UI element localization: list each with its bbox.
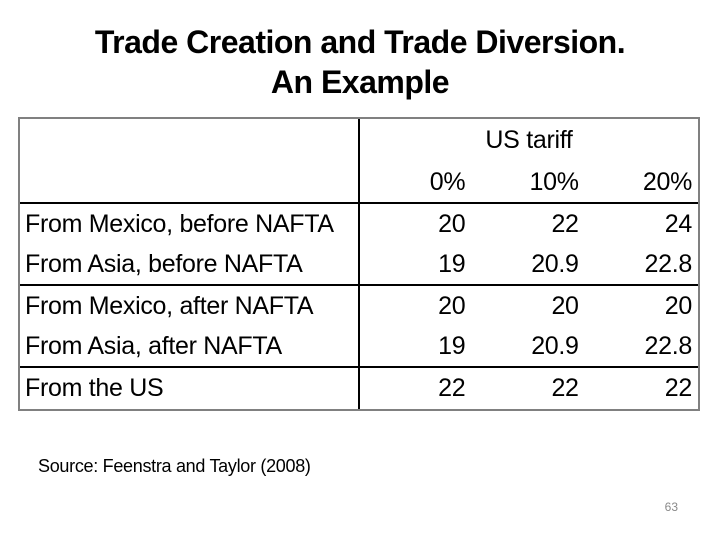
table-cell: 20 (358, 204, 471, 245)
table-cell: 24 (664, 210, 693, 238)
table-cell: 22.8 (584, 327, 698, 368)
table-cell: 22 (551, 374, 579, 402)
table-col-header-0: 0% (358, 162, 472, 204)
slide-title: Trade Creation and Trade Diversion. An E… (0, 22, 720, 102)
table-row-label: From Mexico, after NAFTA (25, 292, 314, 320)
table-row-label: From Mexico, before NAFTA (25, 210, 334, 238)
table-row-label: From Asia, after NAFTA (20, 327, 358, 368)
table-col-header-2: 20% (584, 162, 698, 204)
table-cell: 20.9 (471, 245, 585, 286)
table-cell: 19 (358, 245, 472, 286)
table-cell: 20 (664, 292, 693, 320)
table-cell: 20.9 (471, 327, 585, 368)
slide-title-line-2: An Example (270, 64, 450, 100)
table-cell: 22 (664, 374, 693, 402)
tariff-table: US tariff 0% 10% 20% From Mexico, before… (18, 117, 700, 411)
slide-title-line-1: Trade Creation and Trade Diversion. (94, 24, 626, 60)
table-row-label: From the US (25, 374, 164, 402)
slide-page-number: 63 (664, 500, 678, 514)
table-cell: 19 (358, 327, 472, 368)
table-cell: 22.8 (584, 245, 698, 286)
table-cell: 20 (358, 286, 471, 327)
table-col-header-1: 10% (471, 162, 585, 204)
table-corner-cell (20, 119, 358, 204)
table-group-header: US tariff (358, 119, 698, 162)
table-cell: 22 (551, 210, 579, 238)
table-row-label: From Asia, before NAFTA (20, 245, 358, 286)
table-cell: 22 (358, 368, 471, 409)
table-cell: 20 (551, 292, 579, 320)
source-citation: Source: Feenstra and Taylor (2008) (38, 456, 311, 476)
